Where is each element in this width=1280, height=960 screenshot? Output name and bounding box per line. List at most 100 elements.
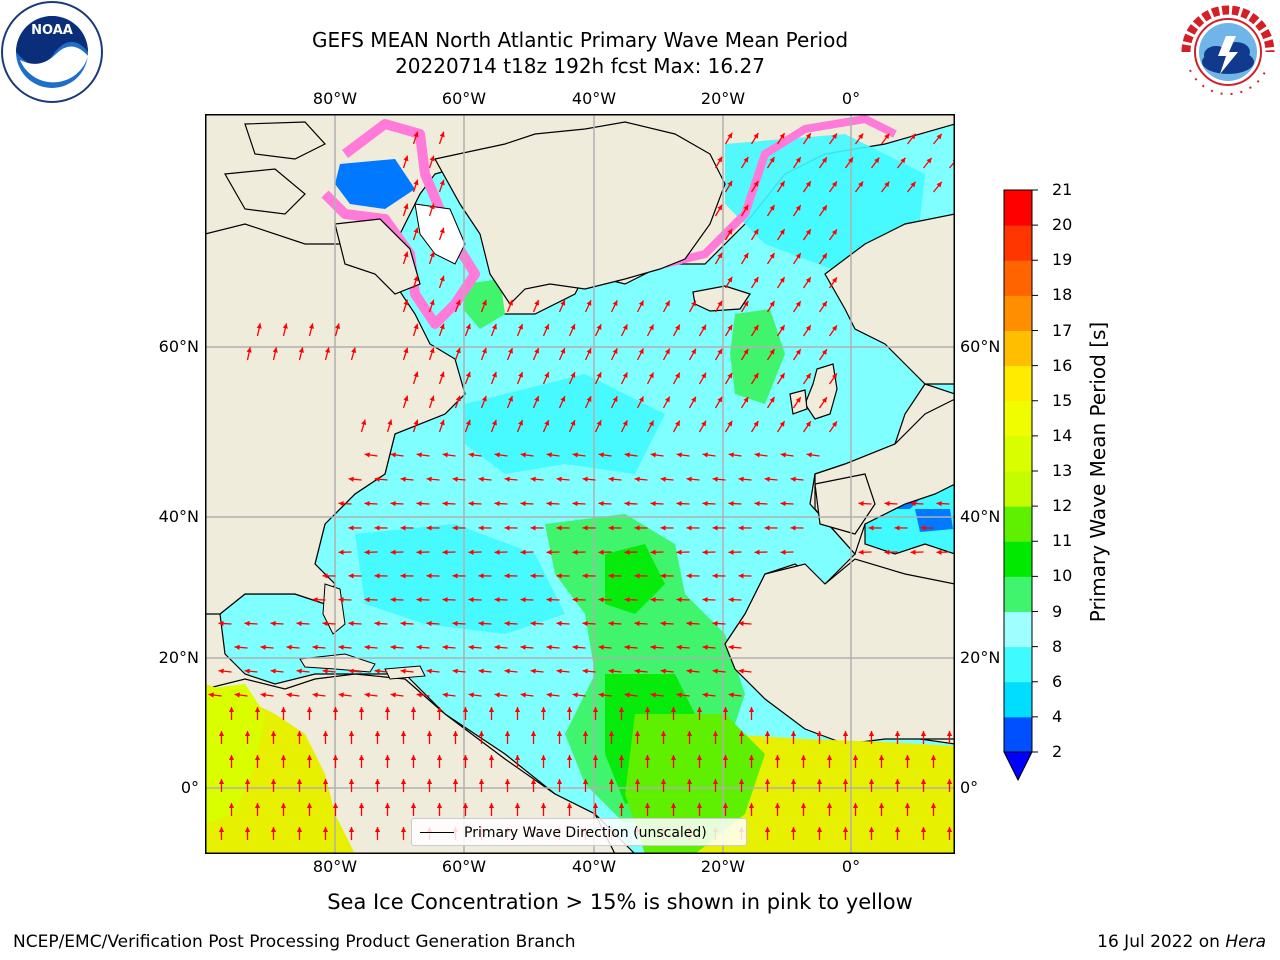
- wave-arrow-icon: [374, 779, 381, 792]
- wave-arrow-icon: [724, 420, 733, 433]
- colorbar-tick-label: 11: [1052, 531, 1073, 551]
- wave-arrow-icon: [462, 803, 469, 816]
- wave-arrow-icon: [520, 500, 534, 507]
- wave-arrow-icon: [582, 668, 596, 674]
- wave-arrow-icon: [218, 779, 225, 792]
- wave-arrow-icon: [776, 276, 786, 289]
- wave-arrow-icon: [348, 779, 355, 792]
- wave-arrow-icon: [338, 500, 352, 507]
- wave-arrow-icon: [286, 692, 300, 698]
- wave-arrow-icon: [322, 731, 329, 744]
- wave-arrow-icon: [932, 133, 943, 145]
- wave-arrow-icon: [738, 476, 752, 482]
- wave-arrow-icon: [698, 372, 707, 385]
- wave-arrow-icon: [660, 779, 667, 792]
- wave-arrow-icon: [478, 779, 485, 792]
- wave-arrow-icon: [428, 251, 435, 265]
- wave-arrow-icon: [696, 803, 703, 816]
- wave-arrow-icon: [816, 827, 823, 840]
- wave-arrow-icon: [780, 549, 794, 555]
- wave-arrow-icon: [312, 692, 326, 698]
- wave-arrow-icon: [688, 300, 697, 313]
- wave-arrow-icon: [800, 755, 807, 768]
- wave-arrow-icon: [930, 803, 937, 816]
- footer-host: Hera: [1225, 932, 1266, 952]
- wave-arrow-icon: [306, 755, 313, 768]
- colorbar-segment: [1004, 611, 1032, 648]
- wave-arrow-icon: [412, 275, 419, 289]
- wave-arrow-icon: [724, 276, 733, 289]
- wave-arrow-icon: [584, 395, 592, 409]
- wave-arrow-icon: [750, 420, 759, 433]
- wave-arrow-icon: [624, 452, 638, 458]
- colorbar-tick-label: 10: [1052, 566, 1073, 586]
- wave-arrow-icon: [556, 525, 570, 531]
- wave-arrow-icon: [764, 525, 778, 531]
- wave-arrow-icon: [516, 419, 524, 433]
- colorbar-extend-icon: [1003, 751, 1033, 782]
- wave-arrow-icon: [592, 803, 599, 816]
- wave-arrow-icon: [618, 707, 625, 720]
- wave-arrow-icon: [542, 323, 550, 337]
- sea-ice-white: [414, 203, 466, 265]
- wave-arrow-icon: [702, 597, 716, 603]
- wave-arrow-icon: [506, 347, 513, 361]
- wave-arrow-icon: [854, 133, 864, 145]
- wave-arrow-icon: [374, 731, 381, 744]
- wave-arrow-icon: [478, 525, 492, 531]
- wave-arrow-icon: [556, 476, 570, 482]
- colorbar-tick-label: 12: [1052, 496, 1073, 516]
- wave-arrow-icon: [390, 549, 404, 555]
- wave-arrow-icon: [826, 755, 833, 768]
- wave-arrow-icon: [546, 549, 560, 555]
- wave-arrow-icon: [494, 452, 508, 458]
- wave-arrow-icon: [438, 371, 445, 385]
- wave-arrow-icon: [270, 620, 284, 627]
- wave-arrow-icon: [842, 827, 849, 840]
- wave-arrow-icon: [818, 348, 828, 361]
- wave-arrow-icon: [728, 644, 742, 650]
- wave-arrow-icon: [792, 252, 802, 265]
- wave-arrow-icon: [702, 500, 716, 507]
- wave-arrow-icon: [532, 299, 540, 313]
- ocean-patch-cyan: [355, 524, 565, 634]
- wave-arrow-icon: [624, 644, 638, 650]
- wave-arrow-icon: [740, 300, 749, 313]
- wave-arrow-icon: [686, 525, 700, 531]
- wave-arrow-icon: [384, 707, 391, 720]
- wave-arrow-icon: [878, 803, 885, 816]
- wave-arrow-icon: [672, 372, 681, 385]
- wave-arrow-icon: [490, 323, 497, 337]
- wave-arrow-icon: [348, 668, 362, 674]
- wave-arrow-icon: [598, 452, 612, 458]
- wave-arrow-icon: [332, 707, 339, 720]
- wave-arrow-icon: [514, 707, 521, 720]
- wave-arrow-icon: [558, 395, 566, 409]
- wave-arrow-icon: [438, 227, 445, 241]
- lon-tick-bottom: 80°W: [312, 857, 358, 876]
- wave-arrow-icon: [400, 827, 407, 840]
- wave-arrow-icon: [696, 707, 703, 720]
- wave-arrow-icon: [714, 156, 723, 169]
- wave-arrow-icon: [946, 731, 953, 744]
- wave-arrow-icon: [374, 573, 388, 579]
- wave-arrow-icon: [598, 692, 612, 698]
- wave-arrow-icon: [608, 731, 615, 744]
- wave-arrow-icon: [572, 644, 586, 650]
- wave-arrow-icon: [566, 707, 573, 720]
- wave-arrow-icon: [428, 155, 435, 169]
- wave-arrow-icon: [374, 827, 381, 840]
- wave-arrow-icon: [338, 549, 352, 555]
- wave-arrow-icon: [516, 323, 524, 337]
- wave-arrow-icon: [256, 323, 262, 337]
- wave-arrow-icon: [400, 779, 407, 792]
- wave-arrow-icon: [818, 204, 828, 217]
- lat-tick-right: 60°N: [960, 337, 1001, 356]
- wave-arrow-icon: [244, 731, 251, 744]
- lat-tick-left: 60°N: [158, 337, 199, 356]
- wave-arrow-icon: [868, 731, 875, 744]
- colorbar-segment: [1004, 471, 1032, 507]
- wave-arrow-icon: [480, 299, 487, 313]
- wave-arrow-icon: [464, 371, 471, 385]
- wave-arrow-icon: [636, 300, 645, 313]
